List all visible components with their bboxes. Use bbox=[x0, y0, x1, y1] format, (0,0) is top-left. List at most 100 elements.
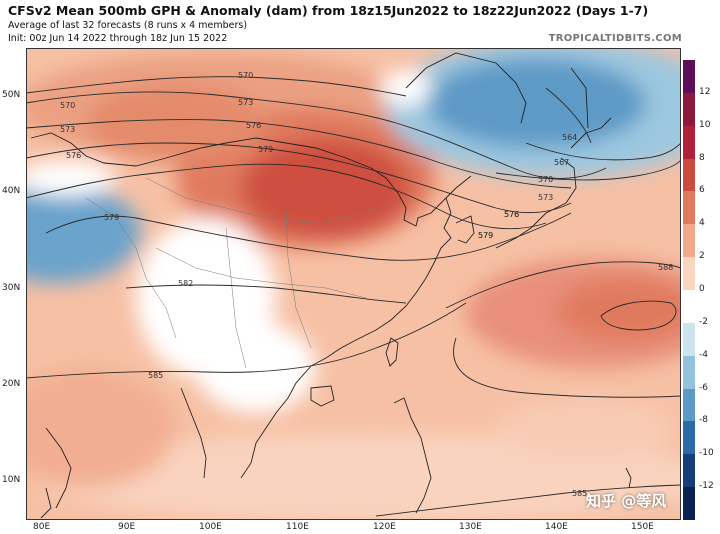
chart-title: CFSv2 Mean 500mb GPH & Anomaly (dam) fro… bbox=[8, 3, 649, 18]
colorbar-segment bbox=[683, 92, 695, 127]
contour-567-a bbox=[525, 142, 681, 161]
map-frame bbox=[26, 48, 681, 520]
border-line-3 bbox=[225, 227, 247, 369]
bohai-coast bbox=[397, 175, 472, 227]
border-line-1 bbox=[145, 177, 377, 224]
colorbar-segment bbox=[683, 224, 695, 258]
pacific-anomaly-core bbox=[556, 278, 681, 342]
vietnam-coast bbox=[240, 365, 312, 479]
micronesia-dots bbox=[625, 467, 632, 489]
hainan bbox=[310, 385, 335, 407]
contour-label: 579 bbox=[478, 231, 493, 240]
contour-564-a bbox=[545, 87, 592, 144]
lat-label-20n: 20N bbox=[2, 379, 21, 389]
korea-peninsula bbox=[455, 215, 475, 244]
contour-573-a bbox=[26, 91, 607, 179]
contour-label: 573 bbox=[238, 98, 253, 107]
sea-of-okhotsk-coast bbox=[405, 52, 527, 124]
contour-label: 585 bbox=[572, 489, 587, 498]
contour-label: 582 bbox=[178, 279, 193, 288]
hokkaido bbox=[570, 117, 612, 149]
colorbar-segment bbox=[683, 290, 695, 324]
province-borders bbox=[85, 177, 377, 369]
colorbar-tick-label: -4 bbox=[699, 349, 708, 360]
zero-anomaly-indochina bbox=[196, 323, 316, 413]
negative-anomaly-west bbox=[26, 183, 141, 283]
contour-570-a bbox=[26, 76, 407, 97]
lon-label-150e: 150E bbox=[631, 522, 654, 532]
contour-585-b bbox=[375, 484, 681, 517]
colorbar-tick-label: 2 bbox=[699, 251, 705, 262]
contour-label: 579 bbox=[478, 231, 493, 240]
anomaly-map: 570 570 573 576 573 576 579 582 579 576 … bbox=[26, 48, 681, 520]
contour-labels: 570 570 573 576 573 576 579 582 579 576 … bbox=[60, 71, 673, 498]
colorbar-segment bbox=[683, 257, 695, 291]
mongolia-border bbox=[30, 132, 399, 194]
contour-585-a bbox=[26, 302, 467, 379]
myanmar-coast bbox=[180, 387, 207, 479]
border-line-5 bbox=[85, 197, 177, 339]
contour-label: 564 bbox=[562, 133, 577, 142]
contour-label: 570 bbox=[238, 71, 253, 80]
india-east-coast bbox=[45, 427, 72, 509]
colorbar-tick-label: 4 bbox=[699, 218, 705, 229]
sakhalin bbox=[570, 67, 589, 129]
contour-label: 576 bbox=[504, 210, 519, 219]
contour-588-a bbox=[445, 261, 681, 309]
lat-label-30n: 30N bbox=[2, 283, 21, 293]
contour-label: 576 bbox=[246, 121, 261, 130]
colorbar-segment bbox=[683, 388, 695, 422]
colorbar-segment bbox=[683, 60, 695, 94]
lon-label-130e: 130E bbox=[459, 522, 482, 532]
contour-588-closed bbox=[600, 300, 677, 331]
contour-label: 576 bbox=[504, 210, 519, 219]
colorbar-tick-label: -10 bbox=[699, 448, 714, 459]
negative-anomaly-core-ne bbox=[426, 58, 646, 148]
china-east-coast bbox=[310, 197, 452, 367]
anomaly-northwest bbox=[86, 83, 266, 163]
contour-label: 570 bbox=[538, 175, 553, 184]
contour-label: 570 bbox=[60, 101, 75, 110]
anomaly-core bbox=[241, 138, 411, 238]
watermark: 知乎 @等风 bbox=[586, 492, 667, 510]
colorbar-tick-label: -2 bbox=[699, 316, 708, 327]
colorbar bbox=[683, 60, 695, 521]
contour-label: 573 bbox=[538, 193, 553, 202]
contour-579-b bbox=[45, 212, 572, 261]
lat-label-40n: 40N bbox=[2, 186, 21, 196]
brand-label: TROPICALTIDBITS.COM bbox=[548, 33, 682, 44]
colorbar-segment bbox=[683, 421, 695, 455]
lat-label-10n: 10N bbox=[2, 475, 21, 485]
colorbar-segment bbox=[683, 125, 695, 160]
contour-label: 585 bbox=[148, 371, 163, 380]
south-asia-anomaly bbox=[26, 368, 176, 488]
init-line: Init: 00z Jun 14 2022 through 18z Jun 15… bbox=[8, 33, 228, 44]
colorbar-segment bbox=[683, 355, 695, 390]
contour-label: 576 bbox=[66, 151, 81, 160]
colorbar-segment bbox=[683, 158, 695, 192]
contour-576-a bbox=[26, 119, 572, 189]
colorbar-tick-label: -8 bbox=[699, 415, 708, 426]
contour-570-b bbox=[495, 159, 681, 181]
colorbar-tick-label: 10 bbox=[699, 119, 711, 130]
lon-label-110e: 110E bbox=[286, 522, 309, 532]
colorbar-tick-label: 0 bbox=[699, 284, 705, 294]
philippines bbox=[393, 397, 432, 514]
lon-label-80e: 80E bbox=[33, 522, 51, 532]
lon-label-120e: 120E bbox=[373, 522, 396, 532]
contour-label: 573 bbox=[60, 125, 75, 134]
lon-label-90e: 90E bbox=[118, 522, 136, 532]
contour-label: 588 bbox=[658, 263, 673, 272]
lon-label-100e: 100E bbox=[199, 522, 222, 532]
colorbar-tick-label: -12 bbox=[699, 481, 714, 492]
contour-582-a bbox=[125, 284, 407, 304]
colorbar-segment bbox=[683, 191, 695, 225]
contour-579-a bbox=[26, 163, 547, 230]
colorbar-segment bbox=[683, 322, 695, 357]
lat-label-50n: 50N bbox=[2, 90, 21, 100]
colorbar-tick-label: 8 bbox=[699, 152, 705, 163]
chart-subtitle: Average of last 32 forecasts (8 runs x 4… bbox=[8, 20, 248, 31]
colorbar-tick-label: 6 bbox=[699, 185, 705, 196]
contour-label: 579 bbox=[258, 145, 273, 154]
taiwan bbox=[385, 337, 399, 367]
